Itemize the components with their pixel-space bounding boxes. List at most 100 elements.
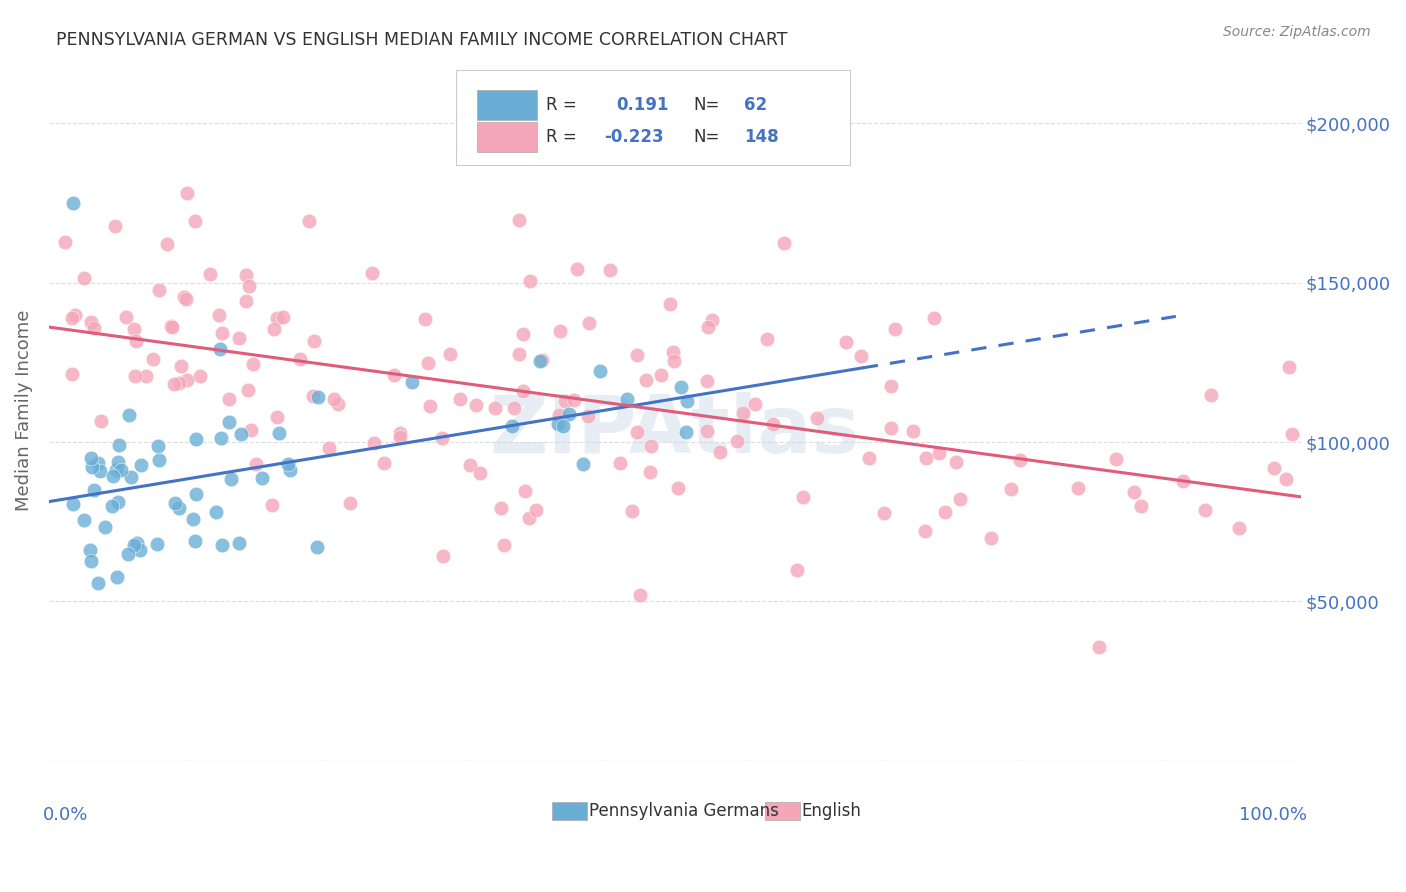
Point: [62, 196, 84, 211]
Point: [458, 458, 481, 472]
Point: [72, 271, 94, 285]
Point: [267, 425, 290, 440]
Point: [1199, 388, 1222, 402]
Point: [245, 457, 267, 471]
Point: [211, 326, 233, 340]
Point: [439, 347, 461, 361]
Point: [208, 308, 231, 322]
Point: [640, 439, 662, 453]
Point: [302, 389, 325, 403]
Point: [1008, 453, 1031, 467]
Point: [89, 464, 111, 478]
Point: [922, 311, 945, 326]
Point: [512, 384, 534, 398]
Point: [666, 482, 689, 496]
Point: [1088, 640, 1111, 654]
Point: [159, 319, 181, 334]
Point: [489, 501, 512, 516]
Point: [449, 392, 471, 406]
Point: [165, 496, 187, 510]
Point: [934, 505, 956, 519]
Point: [531, 353, 554, 368]
Point: [110, 463, 132, 477]
Point: [108, 438, 131, 452]
Point: [250, 471, 273, 485]
Point: [184, 534, 207, 549]
Point: [322, 392, 344, 406]
Point: [512, 326, 534, 341]
Point: [80, 315, 103, 329]
Point: [502, 401, 524, 416]
Text: 100.0%: 100.0%: [1239, 806, 1308, 824]
Point: [170, 359, 193, 374]
Point: [401, 375, 423, 389]
Text: 148: 148: [744, 128, 779, 145]
Point: [198, 268, 221, 282]
Point: [1105, 452, 1128, 467]
Point: [129, 458, 152, 472]
Point: [122, 538, 145, 552]
Point: [263, 321, 285, 335]
Point: [160, 319, 183, 334]
Point: [731, 406, 754, 420]
Point: [142, 351, 165, 366]
Point: [572, 458, 595, 472]
Point: [209, 431, 232, 445]
Point: [548, 324, 571, 338]
Point: [266, 311, 288, 326]
Point: [1129, 500, 1152, 514]
Point: [373, 456, 395, 470]
Point: [638, 465, 661, 479]
Point: [914, 524, 936, 538]
Point: [901, 424, 924, 438]
Point: [80, 460, 103, 475]
Point: [806, 411, 828, 425]
Point: [228, 536, 250, 550]
Point: [163, 376, 186, 391]
Point: [208, 342, 231, 356]
Point: [416, 356, 439, 370]
Point: [659, 297, 682, 311]
Point: [508, 347, 530, 361]
Point: [125, 334, 148, 348]
Point: [278, 463, 301, 477]
Point: [238, 279, 260, 293]
Point: [235, 293, 257, 308]
Point: [709, 445, 731, 459]
Point: [564, 393, 586, 408]
Point: [266, 409, 288, 424]
Point: [181, 512, 204, 526]
Point: [792, 490, 814, 504]
Point: [60, 311, 83, 326]
Point: [762, 417, 785, 431]
Point: [636, 373, 658, 387]
Point: [231, 426, 253, 441]
Text: Pennsylvania Germans: Pennsylvania Germans: [589, 802, 779, 821]
Point: [360, 266, 382, 280]
Point: [413, 312, 436, 326]
Point: [63, 308, 86, 322]
Point: [928, 446, 950, 460]
Point: [547, 417, 569, 431]
Point: [167, 500, 190, 515]
Point: [468, 466, 491, 480]
Point: [389, 426, 412, 441]
Point: [1067, 482, 1090, 496]
Point: [277, 457, 299, 471]
Point: [184, 214, 207, 228]
Point: [744, 397, 766, 411]
Point: [884, 322, 907, 336]
Point: [578, 316, 600, 330]
Point: [186, 487, 208, 501]
Point: [205, 505, 228, 519]
Point: [430, 431, 453, 445]
Point: [565, 261, 588, 276]
Point: [219, 472, 242, 486]
Point: [662, 345, 685, 359]
Point: [53, 235, 76, 249]
Point: [519, 510, 541, 524]
Point: [675, 394, 697, 409]
Point: [173, 290, 195, 304]
Point: [73, 513, 96, 527]
Point: [80, 554, 103, 568]
